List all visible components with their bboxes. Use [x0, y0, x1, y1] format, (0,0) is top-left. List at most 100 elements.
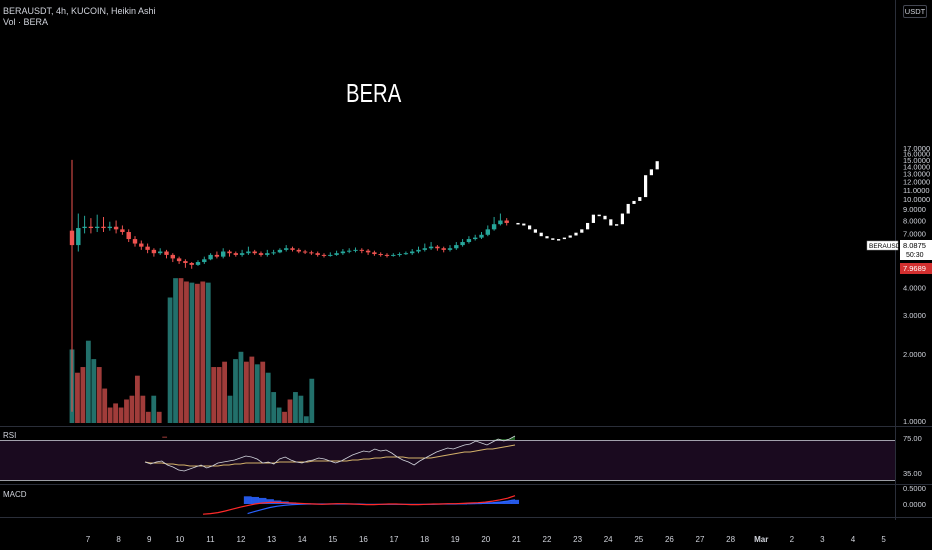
candle-body — [82, 226, 87, 229]
projection-candle — [638, 197, 642, 201]
symbol-tag-box — [866, 240, 899, 251]
volume-bar — [298, 395, 304, 423]
rsi-band — [0, 440, 895, 480]
candle-body — [372, 252, 377, 255]
currency-button[interactable]: USDT — [903, 5, 927, 18]
volume-bar — [227, 395, 233, 423]
annotation-title: BERA — [346, 78, 402, 108]
rsi-label: RSI — [3, 431, 17, 440]
projection-candle — [539, 232, 543, 237]
volume-header[interactable]: Vol · BERA — [3, 17, 49, 27]
volume-bar — [80, 367, 86, 423]
volume-bar — [293, 392, 298, 423]
time-tick-label: 26 — [665, 535, 674, 544]
symbol-header[interactable]: BERAUSDT, 4h, KUCOIN, Heikin Ashi — [3, 6, 156, 16]
projection-candle — [562, 237, 566, 240]
projection-candle — [528, 225, 532, 230]
candle-body — [113, 226, 119, 230]
time-tick-label: 20 — [481, 535, 490, 544]
candle-body — [221, 251, 226, 257]
time-tick-label: 27 — [696, 535, 705, 544]
macd-histogram-bar — [266, 499, 274, 504]
projection-candle — [586, 222, 590, 230]
candle-body — [466, 239, 472, 243]
candle-body — [164, 251, 169, 255]
candle-body — [120, 229, 125, 233]
volume-bar — [309, 378, 315, 423]
candle-body — [145, 246, 150, 250]
candle-body — [447, 248, 453, 250]
macd-tick-05: 0.5000 — [903, 484, 926, 493]
volume-bar — [216, 367, 222, 423]
candle-body — [359, 249, 364, 251]
countdown: 50:30 — [906, 252, 924, 259]
volume-bar — [249, 356, 255, 423]
volume-bar — [211, 367, 217, 423]
time-tick-label: 25 — [634, 535, 643, 544]
candle-body — [239, 253, 245, 255]
red-price: 7.9689 — [903, 264, 926, 273]
volume-bar — [91, 359, 97, 423]
projection-candle — [568, 235, 572, 238]
time-tick-label: 15 — [328, 535, 337, 544]
candle-body — [435, 246, 440, 249]
candle-body — [208, 254, 213, 260]
price-tick-label: 10.0000 — [903, 195, 930, 204]
projection-candle — [545, 236, 549, 239]
volume-bar — [200, 281, 206, 423]
time-tick-label: 10 — [175, 535, 184, 544]
candle-body — [485, 229, 490, 235]
candle-body — [384, 254, 390, 256]
red-price-box — [900, 263, 932, 274]
projection-candle — [580, 229, 584, 233]
volume-bar — [189, 282, 195, 423]
macd-label: MACD — [3, 490, 27, 499]
candle-body — [315, 253, 320, 255]
volume-bar — [282, 411, 287, 423]
volume-bar — [254, 364, 260, 423]
candle-body — [284, 248, 289, 250]
candle-body — [176, 258, 182, 262]
projection-candle — [522, 223, 526, 226]
volume-bar — [271, 392, 277, 423]
price-tick-label: 15.0000 — [903, 156, 930, 165]
time-tick-label: 28 — [726, 535, 735, 544]
volume-bar — [276, 407, 282, 423]
macd-lines — [202, 495, 520, 515]
price-tick-label: 7.0000 — [903, 229, 926, 238]
projection-candle — [620, 213, 624, 225]
time-tick-label: 2 — [790, 535, 795, 544]
volume-bar — [156, 411, 162, 423]
price-tick-label: 3.0000 — [903, 311, 926, 320]
candle-body — [422, 248, 427, 250]
volume-bar — [96, 367, 102, 423]
time-tick-label: 12 — [237, 535, 246, 544]
time-tick-label: 22 — [543, 535, 552, 544]
candle-body — [321, 254, 327, 256]
candle-body — [302, 251, 308, 253]
volume-bar — [129, 395, 135, 423]
volume-bar — [75, 372, 80, 423]
rsi-lines — [144, 435, 516, 472]
volume-bar — [303, 416, 309, 423]
time-tick-label: 8 — [116, 535, 121, 544]
candle-body — [410, 251, 415, 254]
volume-bar — [107, 407, 113, 423]
candle-body — [277, 249, 283, 253]
macd-histogram-bar — [251, 496, 260, 504]
candles — [69, 159, 509, 412]
candle-body — [227, 251, 232, 254]
volume-bar — [118, 407, 124, 423]
time-tick-label: 5 — [881, 535, 886, 544]
price-tick-label: 1.0000 — [903, 417, 926, 426]
volume-bar — [238, 351, 244, 423]
candle-body — [365, 250, 371, 253]
candle-body — [454, 245, 459, 249]
candle-body — [139, 243, 144, 247]
price-tick-label: 17.0000 — [903, 144, 930, 153]
volume-bar — [265, 372, 271, 423]
projection-candle — [591, 214, 595, 223]
candle-body — [428, 246, 434, 249]
candle-body — [69, 230, 75, 246]
